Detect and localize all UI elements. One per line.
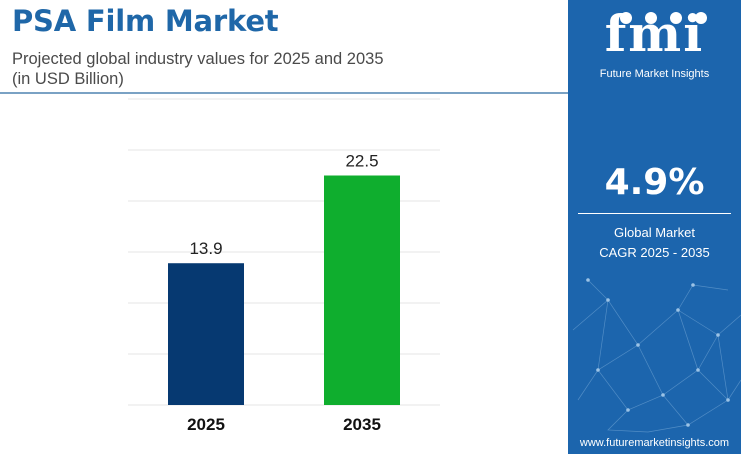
cagr-label-line-1: Global Market bbox=[614, 225, 695, 240]
x-tick-label-2035: 2035 bbox=[343, 415, 381, 434]
data-label-2035: 22.5 bbox=[345, 152, 378, 171]
chart-area: 13.9 22.5 2025 2035 bbox=[0, 94, 568, 454]
bars bbox=[168, 175, 400, 405]
bar-2035 bbox=[324, 175, 400, 405]
cagr-divider bbox=[578, 213, 731, 214]
source-url: www.futuremarketinsights.com bbox=[579, 437, 730, 449]
subtitle-line-2: (in USD Billion) bbox=[12, 70, 124, 88]
cagr-label: Global Market CAGR 2025 - 2035 bbox=[568, 223, 741, 263]
x-tick-label-2025: 2025 bbox=[187, 415, 225, 434]
header-divider bbox=[0, 92, 568, 94]
bar-chart: 13.9 22.5 2025 2035 bbox=[128, 98, 440, 434]
chart-title: PSA Film Market bbox=[12, 4, 279, 38]
cagr-label-line-2: CAGR 2025 - 2035 bbox=[599, 245, 710, 260]
network-decoration bbox=[572, 278, 741, 433]
data-label-2025: 13.9 bbox=[189, 239, 222, 258]
side-panel: fmi Future Market Insights 4.9% Global M… bbox=[568, 0, 741, 454]
x-tick-labels: 2025 2035 bbox=[187, 415, 381, 434]
cagr-value: 4.9% bbox=[604, 162, 705, 203]
chart-subtitle: Projected global industry values for 202… bbox=[12, 49, 384, 89]
logo-icons bbox=[620, 12, 707, 24]
logo-company-name: Future Market Insights bbox=[599, 68, 710, 80]
data-labels: 13.9 22.5 bbox=[189, 152, 378, 259]
fmi-logo: fmi bbox=[604, 4, 705, 63]
subtitle-line-1: Projected global industry values for 202… bbox=[12, 50, 384, 68]
bar-2025 bbox=[168, 263, 244, 405]
